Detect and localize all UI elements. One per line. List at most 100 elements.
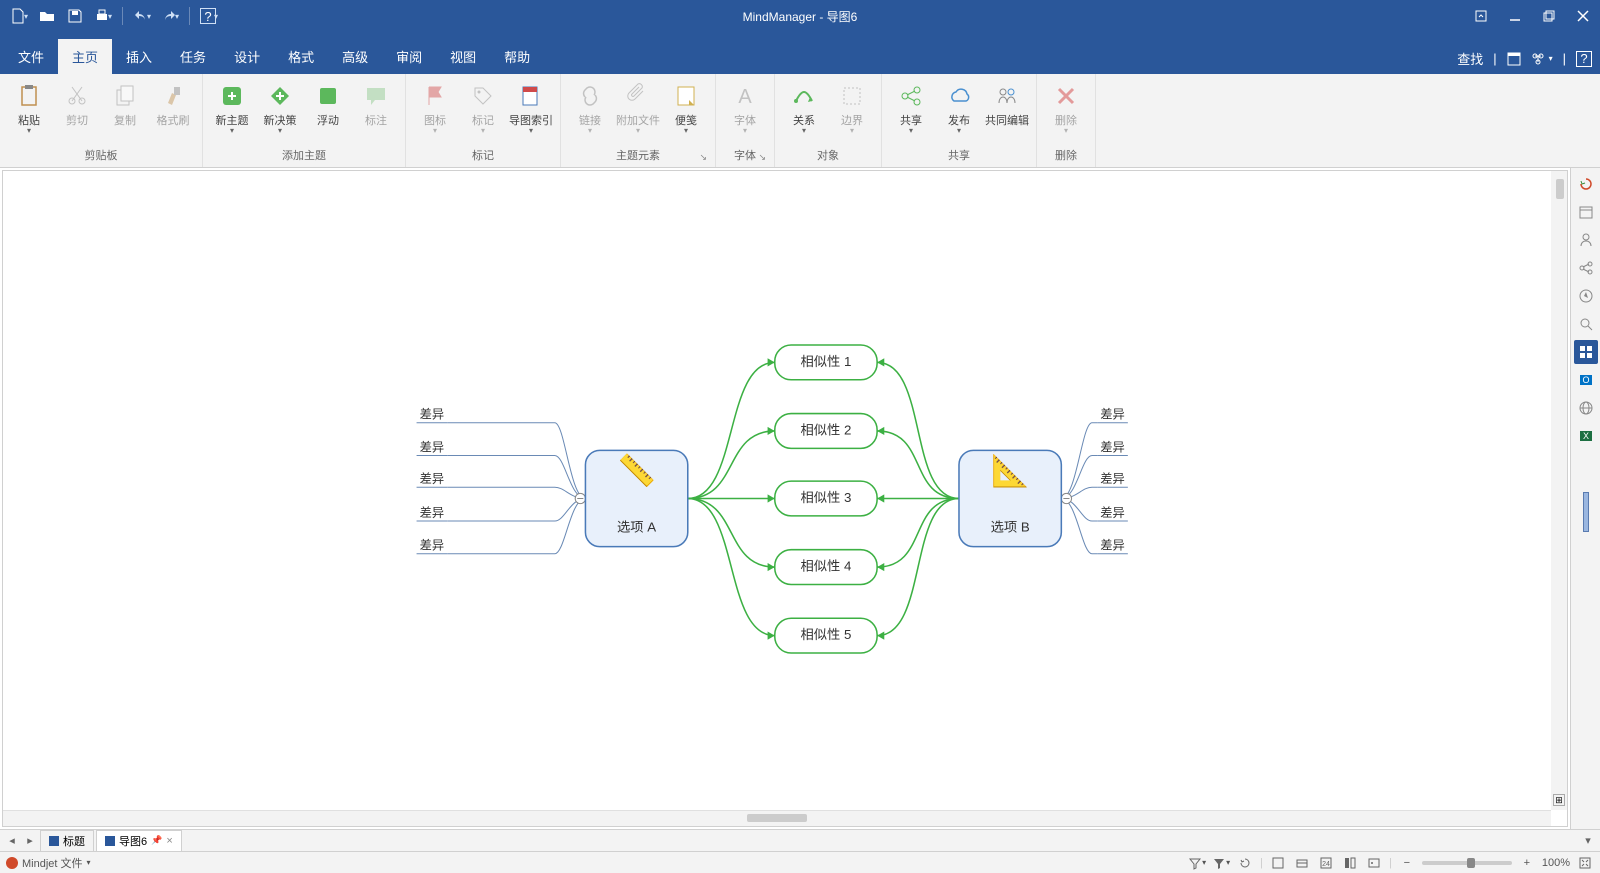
index-icon — [517, 82, 545, 110]
collapse-ribbon-button[interactable] — [1507, 52, 1521, 66]
diff-right[interactable]: 差异 — [1100, 472, 1125, 486]
fit-button[interactable] — [1576, 854, 1594, 872]
dialog-launcher[interactable]: ↘ — [699, 152, 707, 163]
menu-主页[interactable]: 主页 — [58, 39, 112, 74]
doc-tab-1[interactable]: 标题 — [40, 830, 94, 852]
tab-prev[interactable]: ◂ — [4, 833, 20, 849]
menu-文件[interactable]: 文件 — [4, 39, 58, 74]
menu-sep: | — [1493, 51, 1496, 66]
sidepanel-collapse-handle[interactable] — [1583, 492, 1589, 532]
svg-text:相似性 4: 相似性 4 — [800, 559, 851, 574]
minimize-button[interactable] — [1498, 0, 1532, 32]
ribbon-发布[interactable]: 发布▾ — [936, 78, 982, 138]
sidepanel-search[interactable] — [1574, 312, 1598, 336]
diff-right[interactable]: 差异 — [1100, 506, 1125, 520]
filter2-button[interactable]: ▾ — [1212, 854, 1230, 872]
view4-button[interactable] — [1341, 854, 1359, 872]
ribbon-粘贴[interactable]: 粘贴▾ — [6, 78, 52, 138]
menu-高级[interactable]: 高级 — [328, 39, 382, 74]
zoom-out-button[interactable]: − — [1398, 854, 1416, 872]
view2-button[interactable] — [1293, 854, 1311, 872]
x-red-icon — [1052, 82, 1080, 110]
sidepanel-excel[interactable]: X — [1574, 424, 1598, 448]
sidepanel-calendar[interactable] — [1574, 200, 1598, 224]
qat-help[interactable]: ?▾ — [196, 3, 222, 29]
tab-close[interactable]: × — [166, 835, 172, 847]
qat-save[interactable] — [62, 3, 88, 29]
cut-icon — [63, 82, 91, 110]
sidepanel-outlook[interactable]: O — [1574, 368, 1598, 392]
ribbon-display-options[interactable] — [1464, 0, 1498, 32]
help-menu-button[interactable]: ? — [1576, 51, 1592, 67]
qat-print[interactable]: ▾ — [90, 3, 116, 29]
menu-设计[interactable]: 设计 — [220, 39, 274, 74]
view1-button[interactable] — [1269, 854, 1287, 872]
calendar-icon — [1578, 204, 1594, 220]
diff-left[interactable]: 差异 — [420, 506, 445, 520]
zoom-slider[interactable] — [1422, 861, 1512, 865]
diff-left[interactable]: 差异 — [420, 408, 445, 422]
diff-right[interactable]: 差异 — [1100, 408, 1125, 422]
sidepanel-share[interactable] — [1574, 256, 1598, 280]
sidepanel-grid[interactable] — [1574, 340, 1598, 364]
vertical-scrollbar[interactable] — [1551, 171, 1567, 810]
diff-left[interactable]: 差异 — [420, 472, 445, 486]
ribbon-新主题[interactable]: 新主题▾ — [209, 78, 255, 138]
sidepanel-person[interactable] — [1574, 228, 1598, 252]
status-left-dd[interactable]: ▾ — [87, 858, 91, 867]
pin-icon[interactable]: 📌 — [151, 835, 162, 846]
svg-text:A: A — [738, 86, 752, 108]
ribbon-标注: 标注 — [353, 78, 399, 132]
doc-tab-2[interactable]: 导图6 📌 × — [96, 830, 182, 852]
share-icon — [897, 82, 925, 110]
refresh-status[interactable] — [1236, 854, 1254, 872]
dialog-launcher[interactable]: ↘ — [758, 152, 766, 163]
qat-undo[interactable]: ▾ — [129, 3, 155, 29]
menu-任务[interactable]: 任务 — [166, 39, 220, 74]
maximize-button[interactable] — [1532, 0, 1566, 32]
mindmap-canvas[interactable]: 差异差异差异差异差异差异差异差异差异差异相似性 1相似性 2相似性 3相似性 4… — [3, 171, 1567, 826]
ribbon-复制: 复制 — [102, 78, 148, 132]
svg-text:选项 B: 选项 B — [991, 520, 1030, 535]
view3-button[interactable]: 24 — [1317, 854, 1335, 872]
menu-审阅[interactable]: 审阅 — [382, 39, 436, 74]
view5-button[interactable] — [1365, 854, 1383, 872]
collapse-icon — [1507, 52, 1521, 66]
qat-open[interactable] — [34, 3, 60, 29]
paste-icon — [15, 82, 43, 110]
filter-button[interactable]: ▾ — [1188, 854, 1206, 872]
horizontal-scrollbar[interactable] — [3, 810, 1551, 826]
title-bar: ▾ ▾ ▾ ▾ ?▾ MindManager - 导图6 — [0, 0, 1600, 32]
tag-icon — [469, 82, 497, 110]
menu-插入[interactable]: 插入 — [112, 39, 166, 74]
qat-new[interactable]: ▾ — [6, 3, 32, 29]
ribbon-便笺[interactable]: 便笺▾ — [663, 78, 709, 138]
ribbon-浮动[interactable]: 浮动 — [305, 78, 351, 132]
zoom-in-button[interactable]: + — [1518, 854, 1536, 872]
sidepanel-refresh[interactable] — [1574, 172, 1598, 196]
diff-left[interactable]: 差异 — [420, 539, 445, 553]
svg-text:O: O — [1582, 375, 1589, 385]
canvas-expand-button[interactable]: ⊞ — [1553, 794, 1565, 806]
diff-right[interactable]: 差异 — [1100, 539, 1125, 553]
qat-redo[interactable]: ▾ — [157, 3, 183, 29]
link-menu-button[interactable]: ▾ — [1531, 52, 1553, 66]
refresh-icon — [1238, 856, 1252, 870]
search-menu[interactable]: 查找 — [1457, 49, 1483, 68]
ribbon-新决策[interactable]: 新决策▾ — [257, 78, 303, 138]
sidepanel-compass[interactable] — [1574, 284, 1598, 308]
tab-list-button[interactable]: ▾ — [1580, 833, 1596, 849]
diff-right[interactable]: 差异 — [1100, 440, 1125, 454]
menu-格式[interactable]: 格式 — [274, 39, 328, 74]
sidepanel-web[interactable] — [1574, 396, 1598, 420]
ribbon-导图索引[interactable]: 导图索引▾ — [508, 78, 554, 138]
document-tabs: ◂ ▸ 标题 导图6 📌 × ▾ — [0, 829, 1600, 851]
ribbon-关系[interactable]: 关系▾ — [781, 78, 827, 138]
menu-帮助[interactable]: 帮助 — [490, 39, 544, 74]
tab-next[interactable]: ▸ — [22, 833, 38, 849]
ribbon-共同编辑[interactable]: 共同编辑 — [984, 78, 1030, 132]
ribbon-共享[interactable]: 共享▾ — [888, 78, 934, 138]
close-button[interactable] — [1566, 0, 1600, 32]
menu-视图[interactable]: 视图 — [436, 39, 490, 74]
diff-left[interactable]: 差异 — [420, 440, 445, 454]
